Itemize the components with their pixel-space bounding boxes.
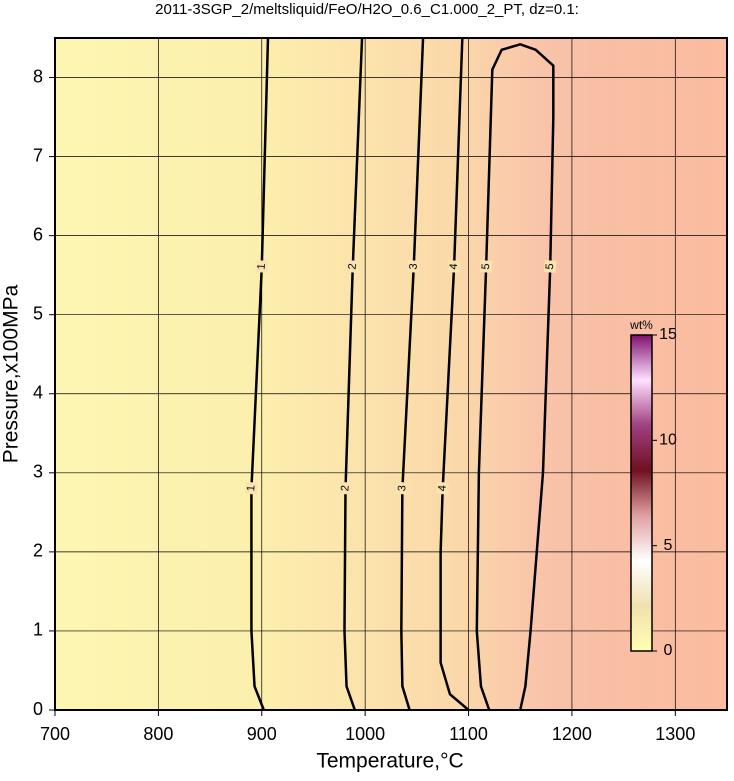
contour-label: 3 [407,260,421,273]
y-tick-label: 4 [33,383,43,403]
contour-label-bg [346,260,360,273]
x-tick-label: 1200 [552,724,592,744]
contour-label-bg [479,260,493,273]
contour-label-text: 2 [346,263,358,270]
contour-label-text: 1 [245,485,257,492]
contour-label: 4 [436,481,450,495]
contour-label-text: 1 [255,263,267,270]
contour-line [250,37,270,711]
contour-label-text: 2 [339,485,351,492]
colorbar-tick-label: 5 [664,537,673,554]
contour-label-text: 4 [436,485,448,492]
contour-label-text: 3 [407,263,419,270]
contour-label: 1 [255,260,269,273]
y-tick-label: 2 [33,541,43,561]
y-tick-label: 1 [33,620,43,640]
contour-label: 1 [245,481,258,495]
contour-label-bg [339,481,352,495]
x-tick-label: 1100 [449,724,488,744]
y-tick-label: 5 [33,303,43,323]
x-tick-label: 1300 [655,724,695,744]
contour-label-text: 5 [544,263,556,270]
colorbar-label: wt% [629,318,653,332]
plot-frame [54,37,728,711]
contour-label-text: 4 [448,263,460,270]
contour-label-bg [543,260,557,273]
y-tick-label: 6 [33,224,43,244]
x-tick-label: 900 [247,724,277,744]
contour-label: 5 [479,260,493,273]
contour-label-bg [407,260,421,273]
y-tick-label: 7 [33,145,43,165]
contour-label-bg [395,481,409,495]
colorbar-tick-label: 0 [664,642,673,659]
contour-label-bg [436,481,450,495]
colorbar-tick-label: 15 [659,326,677,343]
contour-label: 3 [395,481,409,495]
chart-title: 2011-3SGP_2/meltsliquid/FeO/H2O_0.6_C1.0… [155,1,579,18]
contour-label-bg [447,260,461,273]
contour-label: 2 [346,260,360,273]
contour-label-text: 5 [480,263,492,270]
y-tick-label: 3 [33,462,43,482]
contour-label-bg [255,260,269,273]
contour-label: 2 [339,481,352,495]
x-axis-label: Temperature,°C [316,750,463,773]
y-axis-label: Pressure,x100MPa [0,284,23,463]
plot-background [55,38,727,710]
contour-line [400,37,425,711]
y-tick-label: 0 [33,699,43,719]
y-tick-label: 8 [33,66,43,86]
contour-label-bg [245,481,258,495]
contour-line [475,43,555,711]
contour-line [343,37,364,711]
contour-label-text: 3 [396,485,408,492]
x-tick-label: 1000 [345,724,385,744]
x-tick-label: 800 [143,724,173,744]
contour-label: 4 [447,260,461,273]
colorbar-tick-label: 10 [659,432,677,449]
x-tick-label: 700 [40,724,70,744]
colorbar [630,334,653,652]
contour-label: 5 [543,260,557,273]
